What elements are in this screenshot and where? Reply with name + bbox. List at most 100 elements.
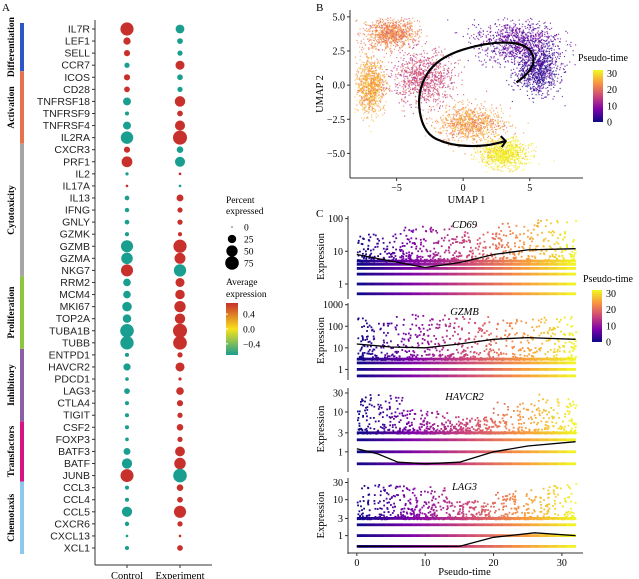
umap-point (516, 84, 519, 87)
umap-point (539, 81, 541, 83)
umap-point (550, 39, 552, 41)
umap-point (383, 71, 385, 73)
umap-point (368, 84, 370, 86)
umap-point (467, 133, 469, 135)
umap-point (370, 130, 372, 133)
umap-point (507, 49, 509, 51)
umap-point (389, 21, 391, 24)
umap-point (531, 23, 533, 25)
umap-point (363, 69, 366, 71)
umap-point (369, 90, 371, 93)
umap-point (396, 34, 398, 36)
umap-point (365, 67, 367, 69)
umap-point (431, 76, 433, 78)
umap-point (367, 74, 369, 76)
umap-point (377, 60, 379, 62)
umap-point (435, 52, 437, 54)
umap-point (541, 84, 543, 86)
umap-point (416, 69, 418, 71)
umap-point (555, 58, 558, 60)
umap-point (370, 98, 372, 100)
umap-point (429, 88, 431, 90)
umap-point (400, 38, 402, 40)
umap-point (402, 42, 404, 44)
umap-point (448, 113, 450, 116)
dot-control-pdcd1 (125, 377, 129, 381)
umap-point (490, 27, 492, 29)
umap-point (402, 37, 404, 39)
umap-point (363, 93, 366, 95)
umap-point (431, 59, 433, 61)
gene-label: TNFRSF18 (37, 96, 90, 108)
umap-point (367, 93, 369, 95)
umap-point (478, 39, 480, 41)
umap-point (527, 38, 529, 40)
umap-point (367, 78, 370, 80)
umap-point (552, 70, 555, 72)
umap-point (527, 55, 529, 57)
umap-point (409, 45, 411, 47)
umap-point (411, 25, 414, 27)
umap-point (383, 24, 385, 26)
umap-point (543, 76, 545, 78)
umap-point (423, 56, 425, 59)
umap-point (537, 32, 539, 34)
umap-point (544, 68, 546, 70)
dot-experiment-lag3 (176, 387, 184, 395)
umap-point (391, 74, 393, 77)
umap-point (372, 76, 374, 78)
umap-point (405, 28, 407, 30)
umap-point (529, 63, 531, 65)
umap-point (397, 34, 399, 36)
umap-point (411, 22, 413, 24)
umap-point (380, 27, 382, 29)
umap-point (409, 27, 412, 29)
umap-point (520, 61, 522, 63)
umap-point (368, 29, 370, 31)
umap-point (499, 53, 501, 55)
umap-point (371, 119, 373, 121)
umap-point (454, 106, 456, 108)
umap-point (520, 76, 522, 78)
umap-point (510, 33, 512, 35)
umap-point (414, 31, 416, 33)
umap-point (366, 98, 368, 101)
umap-point (564, 65, 566, 67)
umap-point (478, 33, 480, 35)
dot-experiment-il7r (175, 24, 185, 34)
umap-point (475, 55, 477, 57)
umap-point (375, 29, 377, 31)
umap-point (534, 69, 537, 72)
umap-point (436, 66, 438, 69)
umap-point (541, 70, 543, 72)
umap-point (545, 40, 547, 42)
umap-point (373, 99, 375, 101)
umap-point (465, 129, 467, 131)
umap-point (545, 43, 547, 45)
umap-point (489, 129, 491, 131)
umap-point (541, 43, 543, 45)
umap-point (438, 81, 440, 83)
umap-point (506, 49, 508, 51)
umap-point (390, 69, 392, 72)
umap-point (494, 47, 496, 49)
umap-point (395, 23, 397, 25)
umap-point (406, 70, 408, 72)
umap-point (369, 36, 371, 38)
umap-point (408, 61, 410, 63)
umap-point (542, 87, 544, 89)
umap-point (529, 47, 531, 50)
umap-point (387, 27, 389, 30)
umap-point (396, 33, 398, 35)
umap-point (371, 114, 373, 116)
umap-point (376, 34, 379, 37)
umap-point (386, 41, 388, 43)
umap-point (469, 37, 471, 39)
umap-point (516, 35, 518, 37)
dot-experiment-top2a (174, 313, 186, 324)
dot-control-gnly (124, 219, 130, 225)
umap-point (541, 47, 544, 50)
umap-point (370, 91, 373, 93)
umap-point (374, 72, 376, 74)
umap-point (550, 88, 552, 90)
